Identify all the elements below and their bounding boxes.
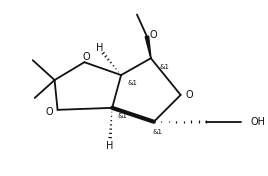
Text: O: O [186, 90, 193, 100]
Text: OH: OH [250, 117, 265, 127]
Polygon shape [145, 36, 151, 58]
Text: &1: &1 [117, 113, 127, 119]
Text: H: H [106, 141, 114, 150]
Text: &1: &1 [128, 80, 138, 86]
Text: O: O [83, 52, 90, 62]
Text: &1: &1 [153, 129, 163, 135]
Text: &1: &1 [160, 64, 170, 70]
Text: H: H [96, 43, 103, 53]
Text: O: O [46, 107, 53, 117]
Text: O: O [149, 30, 157, 40]
